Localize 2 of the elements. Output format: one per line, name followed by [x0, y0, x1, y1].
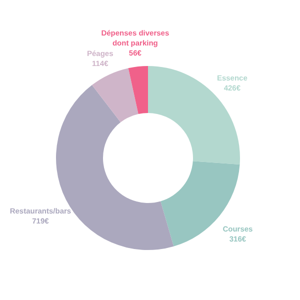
donut-slice: [92, 68, 138, 122]
donut-slice: [128, 66, 148, 114]
